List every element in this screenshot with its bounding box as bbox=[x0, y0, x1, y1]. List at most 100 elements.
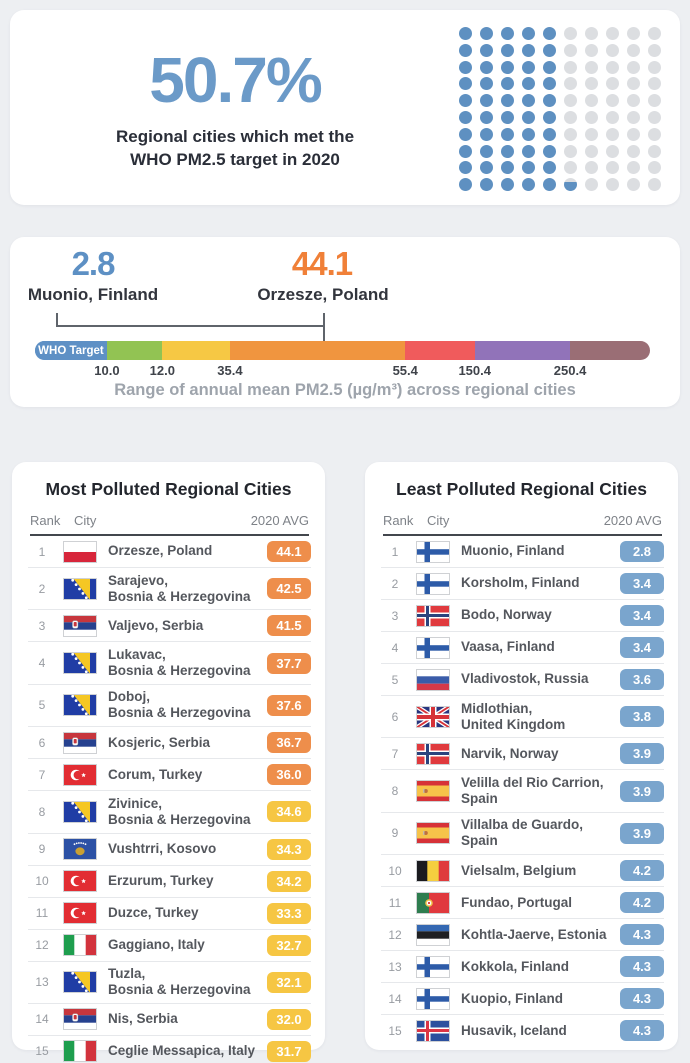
waffle-dot-filled bbox=[543, 77, 556, 91]
waffle-dot-empty bbox=[585, 110, 598, 124]
rank-cell: 11 bbox=[35, 906, 49, 920]
flag-serbia-icon bbox=[63, 1008, 97, 1031]
rank-cell: 3 bbox=[391, 608, 399, 623]
waffle-dot-filled bbox=[480, 161, 493, 175]
table-row: 6 Kosjeric, Serbia 36.7 bbox=[28, 727, 311, 760]
waffle-dot-empty bbox=[585, 144, 598, 158]
waffle-dot-filled bbox=[480, 77, 493, 91]
waffle-dot-filled bbox=[501, 43, 514, 57]
table-row: 2 Korsholm, Finland 3.4 bbox=[381, 568, 664, 600]
waffle-dot-filled bbox=[543, 60, 556, 74]
waffle-dot-empty bbox=[627, 110, 640, 124]
rank-cell: 9 bbox=[391, 826, 399, 841]
scale-tick-12.0: 12.0 bbox=[149, 363, 175, 378]
waffle-dot-filled bbox=[543, 178, 556, 192]
table-row: 7 Narvik, Norway 3.9 bbox=[381, 738, 664, 771]
rank-cell: 1 bbox=[38, 544, 46, 559]
avg-value-badge: 3.4 bbox=[620, 573, 664, 594]
waffle-dot-filled bbox=[522, 77, 535, 91]
stat-value: 50.7% bbox=[149, 44, 322, 116]
waffle-dot-empty bbox=[606, 43, 619, 57]
city-cell: Vushtrri, Kosovo bbox=[108, 840, 217, 856]
city-cell: Muonio, Finland bbox=[461, 543, 565, 559]
city-cell: Doboj, Bosnia & Herzegovina bbox=[108, 689, 251, 721]
waffle-dot-empty bbox=[585, 127, 598, 141]
waffle-dot-filled bbox=[480, 43, 493, 57]
waffle-dot-filled bbox=[459, 94, 472, 108]
rank-cell: 14 bbox=[388, 991, 402, 1006]
header-2020-avg: 2020 AVG bbox=[250, 513, 309, 528]
waffle-dot-empty bbox=[585, 77, 598, 91]
most-polluted-table-body: 1 Orzesze, Poland 44.1 2 Sarajevo, Bosnia & … bbox=[28, 536, 311, 1063]
table-row: 14 Kuopio, Finland 4.3 bbox=[381, 983, 664, 1016]
scale-segment-band-hazardous bbox=[570, 341, 650, 360]
flag-bosnia-herzegovina-icon bbox=[63, 694, 97, 717]
city-cell: Lukavac, Bosnia & Herzegovina bbox=[108, 646, 251, 679]
flag-serbia-icon bbox=[63, 731, 97, 754]
waffle-dot-empty bbox=[585, 178, 598, 192]
flag-norway-icon bbox=[416, 742, 450, 765]
range-caption: Range of annual mean PM2.5 (µg/m³) acros… bbox=[114, 381, 576, 399]
waffle-dot-filled bbox=[501, 94, 514, 108]
avg-value-badge: 32.1 bbox=[267, 971, 311, 993]
rank-cell: 3 bbox=[38, 618, 46, 633]
waffle-dot-filled bbox=[459, 178, 472, 192]
city-cell: Ceglie Messapica, Italy bbox=[108, 1043, 256, 1059]
scale-bar-segments bbox=[35, 341, 650, 360]
waffle-dot-filled bbox=[459, 127, 472, 141]
scale-tick-10.0: 10.0 bbox=[94, 363, 120, 378]
waffle-dot-filled bbox=[501, 127, 514, 141]
rank-cell: 9 bbox=[38, 842, 46, 856]
waffle-dot-filled bbox=[501, 144, 514, 158]
avg-value-badge: 4.3 bbox=[620, 1020, 664, 1042]
waffle-dot-filled bbox=[459, 144, 472, 158]
waffle-dot-empty bbox=[606, 94, 619, 108]
flag-norway-icon bbox=[416, 604, 450, 627]
avg-value-badge: 4.2 bbox=[620, 892, 664, 914]
flag-italy-icon bbox=[63, 934, 97, 956]
city-cell: Kokkola, Finland bbox=[461, 958, 570, 974]
range-card: 2.8 44.1 Muonio, Finland Orzesze, Poland… bbox=[10, 237, 680, 407]
flag-russia-icon bbox=[416, 668, 450, 691]
flag-finland-icon bbox=[416, 636, 450, 659]
flag-spain-icon bbox=[416, 780, 450, 803]
most-polluted-card: Most Polluted Regional Cities Rank City … bbox=[12, 462, 325, 1063]
waffle-dot-empty bbox=[585, 94, 598, 108]
rank-cell: 8 bbox=[391, 784, 399, 799]
city-cell: Kosjeric, Serbia bbox=[108, 734, 211, 750]
waffle-dot-empty bbox=[606, 127, 619, 141]
rank-cell: 2 bbox=[391, 576, 399, 591]
min-marker-label: Muonio, Finland bbox=[27, 285, 159, 304]
rank-cell: 13 bbox=[35, 975, 49, 990]
min-marker-value: 2.8 bbox=[71, 245, 116, 282]
avg-value-badge: 34.2 bbox=[267, 870, 311, 892]
waffle-dot-empty bbox=[648, 27, 661, 40]
waffle-dot-empty bbox=[648, 144, 661, 158]
waffle-dot-empty bbox=[627, 60, 640, 74]
city-cell: Narvik, Norway bbox=[461, 745, 559, 761]
table-row: 1 Muonio, Finland 2.8 bbox=[381, 536, 664, 568]
avg-value-badge: 3.9 bbox=[620, 780, 664, 802]
pm25-scale-bar: WHO Target bbox=[35, 341, 650, 360]
waffle-dot-filled bbox=[501, 161, 514, 175]
waffle-dot-filled bbox=[543, 27, 556, 40]
flag-bosnia-herzegovina-icon bbox=[63, 652, 97, 675]
avg-value-badge: 32.0 bbox=[267, 1008, 311, 1030]
waffle-dot-empty bbox=[564, 77, 577, 91]
waffle-dot-empty bbox=[627, 27, 640, 40]
table-row: 9 Vushtrri, Kosovo 34.3 bbox=[28, 834, 311, 866]
rank-cell: 10 bbox=[35, 874, 49, 888]
min-marker-tick bbox=[56, 313, 58, 327]
waffle-dot-empty bbox=[585, 27, 598, 40]
waffle-dot-partial bbox=[564, 178, 577, 192]
city-cell: Nis, Serbia bbox=[108, 1011, 178, 1027]
rank-cell: 6 bbox=[38, 735, 46, 750]
waffle-dot-empty bbox=[648, 127, 661, 141]
waffle-dot-filled bbox=[480, 144, 493, 158]
waffle-dot-filled bbox=[459, 27, 472, 40]
avg-value-badge: 3.8 bbox=[620, 706, 664, 728]
waffle-dot-filled bbox=[543, 43, 556, 57]
max-marker-value: 44.1 bbox=[291, 245, 353, 282]
rank-cell: 11 bbox=[388, 895, 402, 910]
city-cell: Villalba de Guardo, Spain bbox=[461, 817, 584, 849]
